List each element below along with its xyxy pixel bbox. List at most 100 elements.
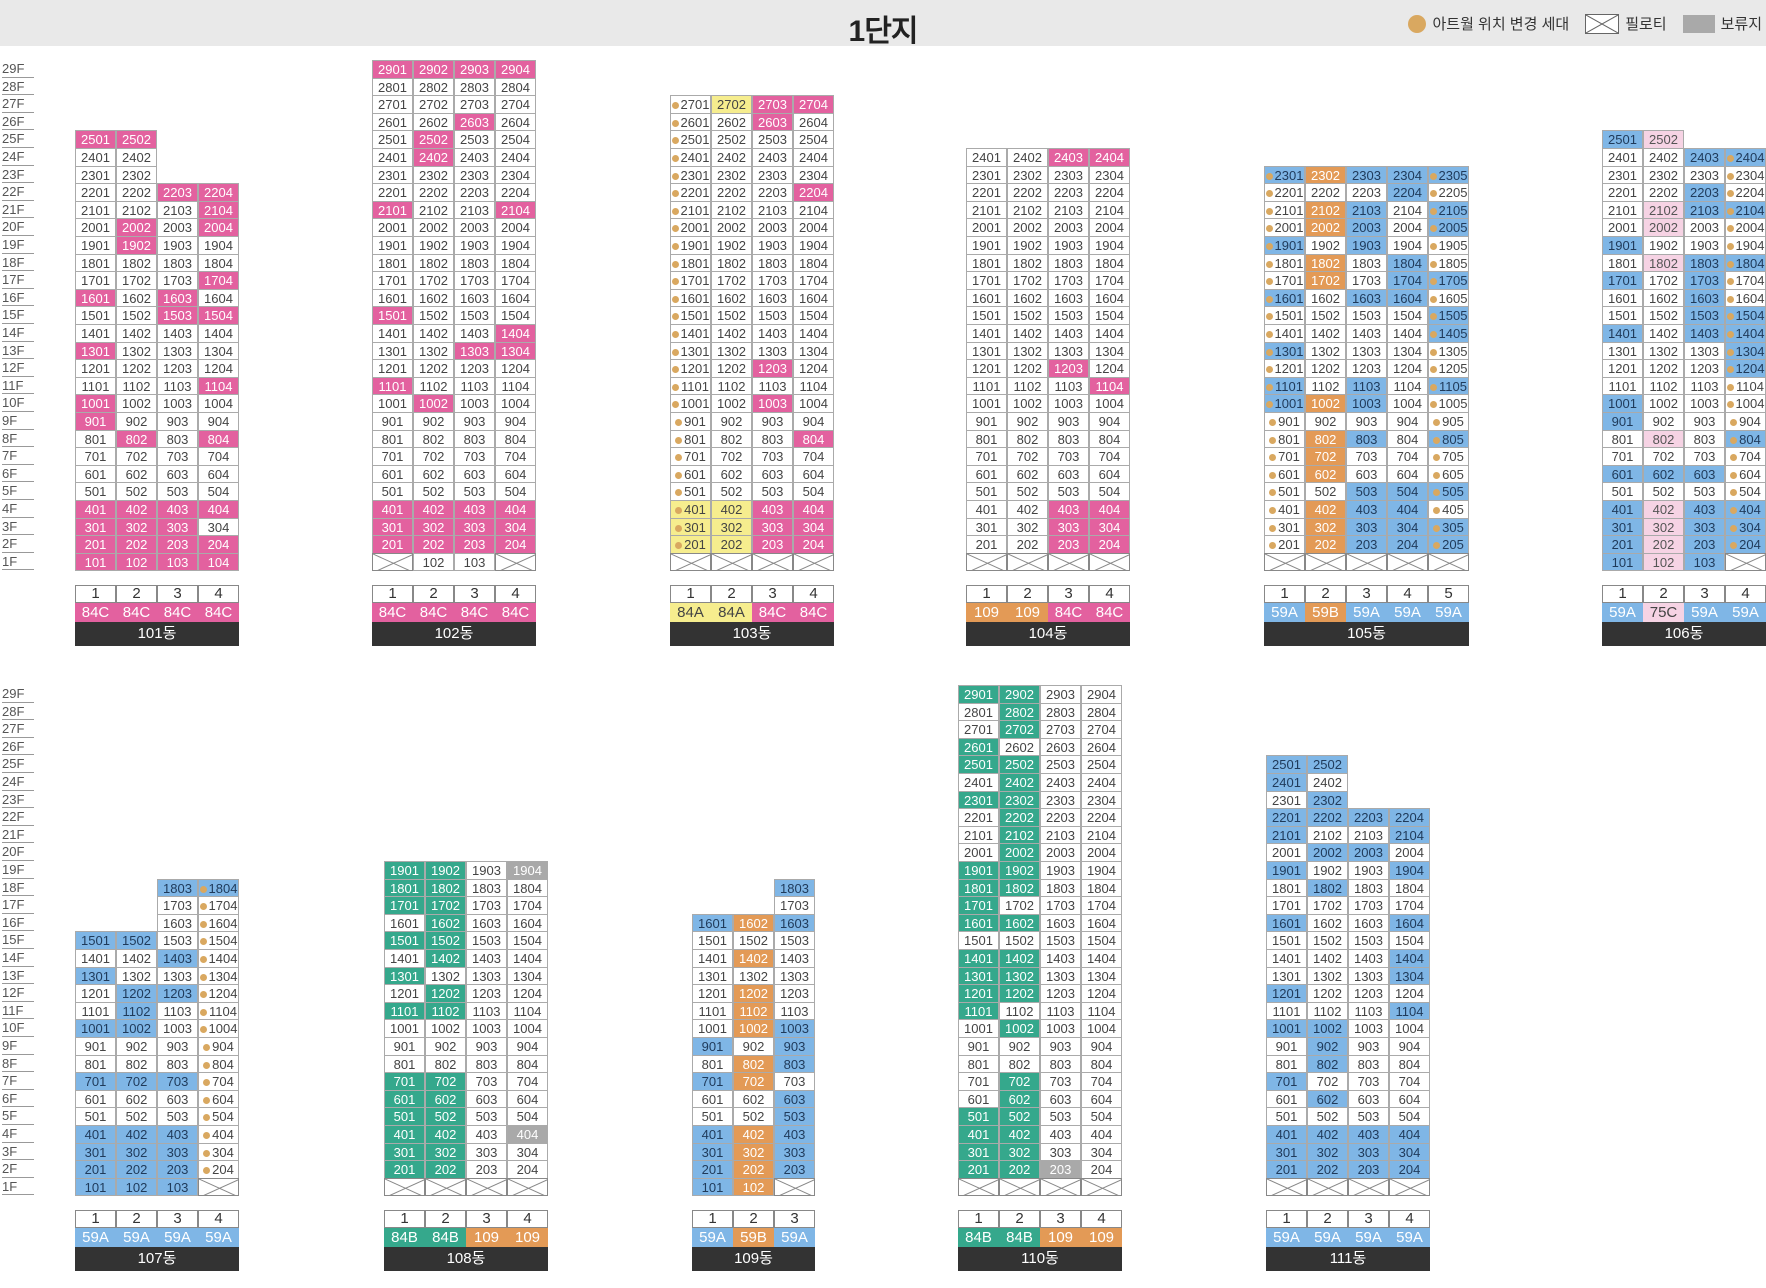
unit-cell[interactable]: 603 (774, 1089, 815, 1109)
unit-cell[interactable]: 201 (1266, 1160, 1307, 1179)
unit-cell[interactable]: 1302 (733, 966, 774, 986)
unit-cell[interactable]: 2302 (999, 790, 1040, 810)
unit-cell[interactable]: 1303 (157, 966, 198, 986)
unit-cell[interactable]: 1702 (711, 271, 752, 290)
unit-cell[interactable]: 303 (157, 1142, 198, 1162)
unit-cell[interactable]: 1103 (1348, 1001, 1389, 1021)
unit-cell[interactable]: 1402 (733, 949, 774, 968)
unit-cell[interactable]: 904 (198, 1037, 239, 1056)
unit-cell[interactable]: 2301 (1266, 790, 1307, 810)
unit-cell[interactable]: 2202 (1307, 808, 1348, 827)
unit-cell[interactable]: 2702 (711, 95, 752, 114)
unit-cell[interactable]: 1304 (198, 341, 239, 361)
unit-cell[interactable]: 803 (466, 1054, 507, 1074)
unit-cell[interactable]: 1201 (1602, 359, 1643, 378)
unit-cell[interactable]: 801 (958, 1054, 999, 1074)
unit-cell[interactable]: 801 (670, 429, 711, 449)
unit-cell[interactable]: 2102 (1007, 200, 1048, 220)
unit-cell[interactable]: 1404 (1081, 949, 1122, 968)
unit-cell[interactable]: 1202 (733, 984, 774, 1003)
unit-cell[interactable]: 1603 (1684, 288, 1725, 308)
unit-cell[interactable]: 1302 (413, 341, 454, 361)
unit-cell[interactable]: 1503 (1684, 306, 1725, 325)
unit-cell[interactable]: 202 (999, 1160, 1040, 1179)
unit-cell[interactable]: 705 (1428, 447, 1469, 466)
unit-cell[interactable]: 1803 (1346, 253, 1387, 273)
unit-cell[interactable]: 503 (1048, 482, 1089, 501)
unit-cell[interactable]: 902 (999, 1037, 1040, 1056)
unit-cell[interactable]: 201 (1602, 535, 1643, 554)
unit-cell[interactable]: 701 (1264, 447, 1305, 466)
unit-cell[interactable]: 1201 (692, 984, 733, 1003)
unit-cell[interactable]: 402 (1307, 1125, 1348, 1144)
unit-cell[interactable]: 204 (793, 535, 834, 554)
unit-cell[interactable]: 1804 (1387, 253, 1428, 273)
unit-cell[interactable]: 1404 (495, 324, 536, 343)
unit-cell[interactable]: 102 (116, 1177, 157, 1197)
unit-cell[interactable]: 802 (1307, 1054, 1348, 1074)
unit-cell[interactable]: 1204 (495, 359, 536, 378)
unit-cell[interactable]: 502 (116, 482, 157, 501)
unit-cell[interactable]: 1204 (507, 984, 548, 1003)
unit-cell[interactable]: 2101 (1264, 200, 1305, 220)
unit-cell[interactable]: 1604 (1389, 913, 1430, 933)
unit-cell[interactable]: 401 (966, 500, 1007, 519)
unit-cell[interactable]: 2301 (966, 165, 1007, 185)
unit-cell[interactable]: 1501 (75, 306, 116, 325)
unit-cell[interactable]: 2502 (711, 130, 752, 149)
unit-cell[interactable]: 2301 (1264, 165, 1305, 185)
unit-cell[interactable]: 603 (454, 464, 495, 484)
unit-cell[interactable]: 803 (1348, 1054, 1389, 1074)
unit-cell[interactable]: 1204 (198, 984, 239, 1003)
unit-cell[interactable]: 2504 (495, 130, 536, 149)
unit-cell[interactable]: 1503 (752, 306, 793, 325)
unit-cell[interactable]: 1203 (752, 359, 793, 378)
unit-cell[interactable]: 2401 (75, 148, 116, 167)
unit-cell[interactable]: 1802 (413, 253, 454, 273)
unit-cell[interactable]: 1701 (1602, 271, 1643, 290)
unit-cell[interactable]: 301 (670, 517, 711, 537)
unit-cell[interactable]: 2903 (1040, 685, 1081, 704)
unit-cell[interactable]: 204 (1089, 535, 1130, 554)
unit-cell[interactable]: 801 (384, 1054, 425, 1074)
unit-cell[interactable]: 304 (495, 517, 536, 537)
unit-cell[interactable]: 1602 (711, 288, 752, 308)
unit-cell[interactable]: 803 (1040, 1054, 1081, 1074)
unit-cell[interactable]: 701 (692, 1072, 733, 1091)
unit-cell[interactable]: 1505 (1428, 306, 1469, 325)
unit-cell[interactable]: 1701 (1266, 896, 1307, 915)
unit-cell[interactable]: 803 (157, 429, 198, 449)
unit-cell[interactable]: 1904 (1081, 861, 1122, 880)
unit-cell[interactable]: 1603 (157, 288, 198, 308)
unit-cell[interactable]: 1604 (1081, 913, 1122, 933)
unit-cell[interactable]: 1503 (454, 306, 495, 325)
unit-cell[interactable]: 2403 (752, 148, 793, 167)
unit-cell[interactable]: 2002 (1305, 218, 1346, 237)
unit-cell[interactable]: 1102 (413, 376, 454, 396)
unit-cell[interactable]: 1002 (1643, 394, 1684, 413)
unit-cell[interactable]: 1903 (1684, 236, 1725, 255)
unit-cell[interactable]: 1904 (1387, 236, 1428, 255)
unit-cell[interactable]: 1103 (1048, 376, 1089, 396)
unit-cell[interactable]: 1904 (198, 236, 239, 255)
unit-cell[interactable]: 1402 (116, 324, 157, 343)
unit-cell[interactable]: 703 (1684, 447, 1725, 466)
unit-cell[interactable]: 1802 (1305, 253, 1346, 273)
unit-cell[interactable]: 202 (1643, 535, 1684, 554)
unit-cell[interactable]: 1804 (1725, 253, 1766, 273)
unit-cell[interactable]: 501 (372, 482, 413, 501)
unit-cell[interactable]: 2603 (752, 112, 793, 132)
unit-cell[interactable]: 302 (116, 1142, 157, 1162)
unit-cell[interactable]: 1005 (1428, 394, 1469, 413)
unit-cell[interactable]: 204 (1387, 535, 1428, 554)
unit-cell[interactable]: 903 (1346, 412, 1387, 431)
unit-cell[interactable]: 601 (75, 464, 116, 484)
unit-cell[interactable]: 2603 (1040, 737, 1081, 757)
unit-cell[interactable]: 1203 (1348, 984, 1389, 1003)
unit-cell[interactable]: 1904 (1389, 861, 1430, 880)
unit-cell[interactable]: 304 (507, 1142, 548, 1162)
unit-cell[interactable]: 1201 (75, 359, 116, 378)
unit-cell[interactable]: 2002 (999, 843, 1040, 862)
unit-cell[interactable]: 604 (507, 1089, 548, 1109)
unit-cell[interactable]: 1703 (1348, 896, 1389, 915)
